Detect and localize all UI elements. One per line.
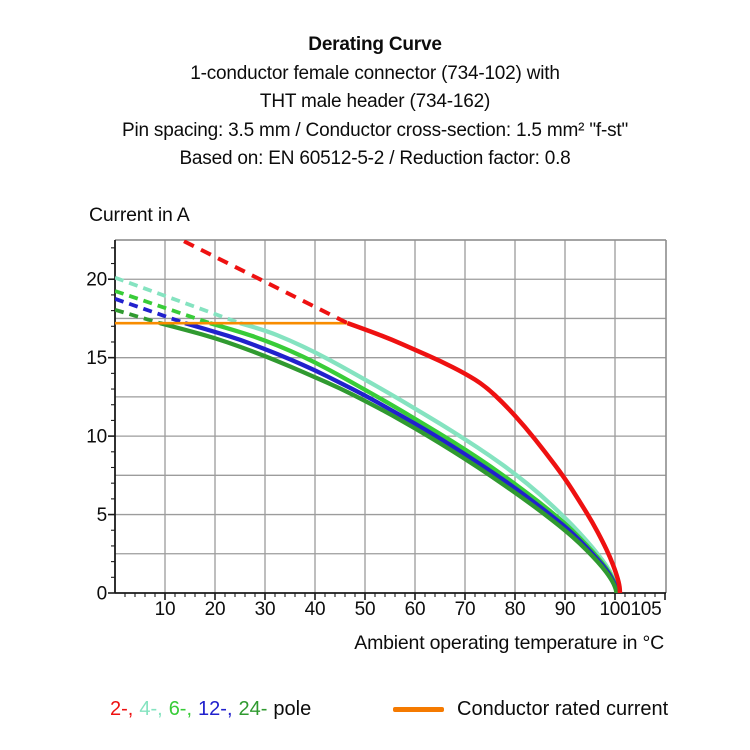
legend-item-2-pole: 2-, (110, 698, 134, 720)
legend-item-24-pole: 24- (238, 698, 268, 720)
legend-item-6-pole: 6-, (168, 698, 193, 720)
legend-item-4-pole: 4-, (139, 698, 163, 720)
svg-text:20: 20 (205, 599, 226, 620)
chart-subtitle-2: THT male header (734-162) (259, 91, 491, 113)
legend-rated-current-label: Conductor rated current (457, 698, 669, 720)
y-axis-label: Current in A (89, 204, 190, 226)
svg-text:60: 60 (405, 599, 426, 620)
derating-chart: 10 20 30 40 50 60 70 80 90 100 105 0 5 10 15 20 (86, 239, 667, 620)
svg-text:70: 70 (455, 599, 476, 620)
svg-text:10: 10 (86, 427, 107, 448)
svg-text:100: 100 (599, 599, 630, 620)
svg-text:80: 80 (505, 599, 526, 620)
svg-text:30: 30 (255, 599, 276, 620)
chart-subtitle-1: 1-conductor female connector (734-102) w… (190, 62, 560, 84)
legend-pole-list: 2-, 4-, 6-, 12-, 24- pole (110, 698, 311, 721)
x-axis-label: Ambient operating temperature in °C (354, 632, 664, 654)
legend-item-12-pole: 12-, (198, 698, 233, 720)
svg-text:20: 20 (86, 270, 107, 291)
legend-pole-suffix: pole (273, 698, 312, 720)
chart-header: Derating Curve 1-conductor female connec… (0, 31, 750, 174)
svg-text:10: 10 (155, 599, 176, 620)
chart-subtitle-3: Pin spacing: 3.5 mm / Conductor cross-se… (121, 119, 628, 141)
legend-rated-current: Conductor rated current (393, 698, 668, 721)
rated-current-line-swatch (393, 707, 444, 712)
svg-text:5: 5 (97, 505, 107, 526)
svg-text:105: 105 (630, 599, 661, 620)
svg-text:50: 50 (355, 599, 376, 620)
legend: 2-, 4-, 6-, 12-, 24- pole Conductor rate… (0, 698, 750, 728)
svg-text:0: 0 (97, 584, 107, 605)
chart-title: Derating Curve (308, 34, 442, 55)
svg-text:90: 90 (555, 599, 576, 620)
svg-text:40: 40 (305, 599, 326, 620)
svg-text:15: 15 (86, 348, 107, 369)
chart-subtitle-4: Based on: EN 60512-5-2 / Reduction facto… (179, 148, 571, 170)
